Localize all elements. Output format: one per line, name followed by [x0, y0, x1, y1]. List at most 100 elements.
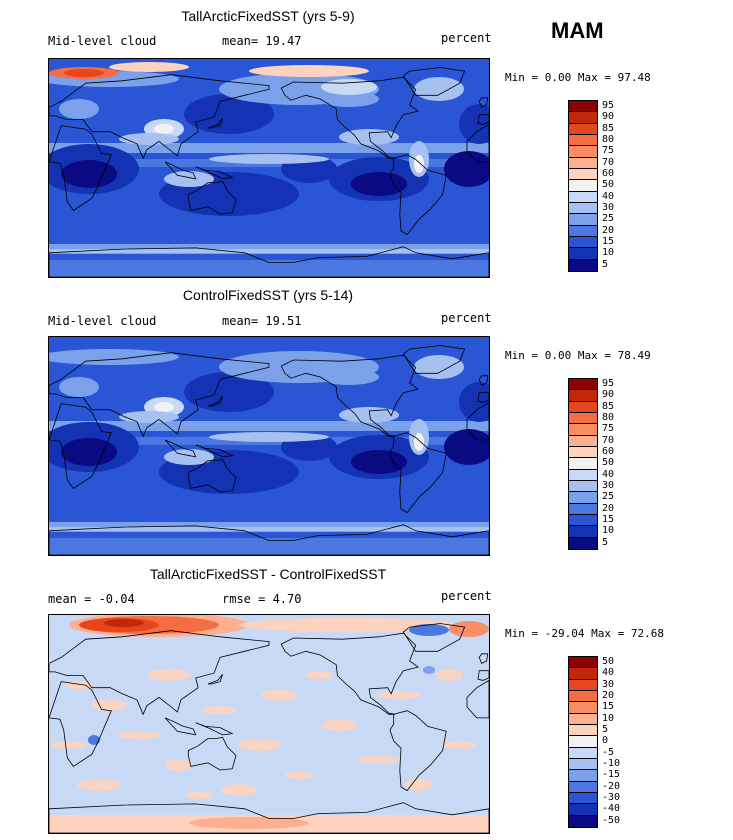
- anomaly-patch: [441, 741, 477, 749]
- field-patch: [414, 433, 424, 451]
- coastline: [207, 674, 223, 685]
- field-patch: [444, 429, 489, 465]
- colorbar-label: 10: [602, 712, 615, 724]
- coastline: [466, 401, 489, 441]
- colorbar-swatch: [569, 804, 597, 816]
- arctic-anomaly: [249, 65, 369, 77]
- anomaly-patch: [321, 719, 357, 731]
- panel-1-variable: Mid-level cloud: [48, 34, 157, 48]
- panel-3-colorbar-labels: 50 40 30 20 15 10 5 0 -5 -10 -15 -20 -30 -40 -50: [602, 656, 620, 826]
- colorbar-swatch: [569, 781, 597, 793]
- panel-2-colorbar: [568, 378, 598, 550]
- coastline: [195, 444, 234, 458]
- storm-track: [49, 349, 179, 365]
- field-patch: [414, 355, 464, 379]
- field-patch: [154, 124, 174, 134]
- colorbar-swatch: [569, 112, 597, 124]
- colorbar-label: 10: [602, 525, 615, 537]
- field-patch: [339, 407, 399, 423]
- panel-3-units: percent: [441, 589, 492, 603]
- colorbar-label: 15: [602, 701, 615, 713]
- coastline: [49, 802, 489, 833]
- anomaly-patch: [357, 756, 401, 764]
- colorbar-swatch: [569, 123, 597, 135]
- colorbar-swatch: [569, 236, 597, 249]
- coastline: [466, 123, 489, 163]
- coastline: [195, 166, 234, 180]
- field-patch: [119, 411, 179, 423]
- storm-track: [49, 527, 489, 531]
- colorbar-label: 85: [602, 122, 615, 134]
- colorbar-label: 10: [602, 247, 615, 259]
- panel-1-units: percent: [441, 31, 492, 45]
- coastline: [280, 76, 420, 159]
- anomaly-patch: [221, 784, 257, 796]
- anomaly-patch: [261, 689, 297, 701]
- colorbar-swatch: [569, 146, 597, 158]
- colorbar-swatch: [569, 724, 597, 737]
- colorbar-label: -5: [602, 746, 615, 758]
- colorbar-swatch: [569, 214, 597, 226]
- colorbar-swatch: [569, 770, 597, 782]
- panel-2-variable: Mid-level cloud: [48, 314, 157, 328]
- field-background: [49, 615, 489, 833]
- colorbar-swatch: [569, 180, 597, 192]
- coastline: [402, 67, 466, 96]
- colorbar-label: 60: [602, 445, 615, 457]
- colorbar-swatch: [569, 446, 597, 459]
- coastline: [207, 118, 223, 129]
- anomaly-patch: [237, 739, 281, 751]
- field-patch: [414, 155, 424, 173]
- field-patch: [351, 450, 407, 474]
- colorbar-swatch: [569, 792, 597, 805]
- panel-1-map: [48, 58, 490, 278]
- coastline: [477, 670, 489, 681]
- panel-3-rmse: rmse = 4.70: [222, 592, 302, 606]
- coastline: [164, 717, 197, 736]
- coastline: [280, 632, 420, 715]
- colorbar-label: -40: [602, 803, 621, 815]
- colorbar-label: 20: [602, 689, 615, 701]
- field-patch: [184, 372, 274, 412]
- coastline: [49, 524, 489, 555]
- colorbar-swatch: [569, 492, 597, 504]
- colorbar-swatch: [569, 191, 597, 203]
- coastline: [49, 403, 112, 489]
- colorbar-label: 5: [602, 723, 609, 735]
- colorbar-swatch: [569, 526, 597, 538]
- colorbar-swatch: [569, 225, 597, 237]
- field-patch: [459, 104, 489, 144]
- colorbar-swatch: [569, 469, 597, 481]
- anomaly-patch: [285, 771, 313, 779]
- coastline: [466, 679, 489, 719]
- anomaly-patch: [201, 706, 237, 714]
- coastline: [280, 354, 420, 437]
- colorbar-swatch: [569, 168, 597, 181]
- colorbar-label: 15: [602, 235, 615, 247]
- colorbar-swatch: [569, 503, 597, 515]
- coastline: [477, 114, 489, 125]
- colorbar-label: 20: [602, 502, 615, 514]
- coastline: [49, 125, 112, 211]
- coastline: [478, 375, 489, 386]
- colorbar-swatch: [569, 690, 597, 703]
- panel-2-colorbar-labels: 95 90 85 80 75 70 60 50 40 30 25 20 15 10 5: [602, 378, 614, 548]
- colorbar-label: 70: [602, 156, 615, 168]
- arctic-anomaly: [449, 621, 489, 637]
- colorbar-label: 50: [602, 656, 615, 667]
- arctic-anomaly: [64, 69, 104, 77]
- coastline: [207, 396, 223, 407]
- panel-1-colorbar: [568, 100, 598, 272]
- coastline: [49, 246, 489, 277]
- colorbar-label: 80: [602, 411, 615, 423]
- coastline: [49, 630, 270, 716]
- colorbar-swatch: [569, 480, 597, 493]
- colorbar-swatch: [569, 537, 597, 549]
- anomaly-patch: [305, 671, 333, 679]
- colorbar-swatch: [569, 390, 597, 402]
- antarctic-band: [49, 260, 489, 277]
- colorbar-swatch: [569, 758, 597, 771]
- colorbar-swatch: [569, 514, 597, 527]
- colorbar-swatch: [569, 401, 597, 413]
- coastline: [477, 392, 489, 403]
